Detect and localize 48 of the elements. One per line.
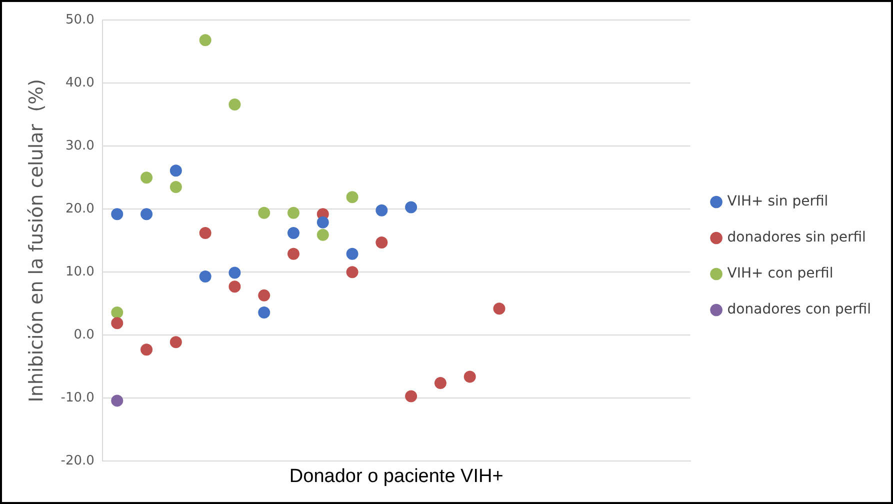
point [287, 227, 300, 240]
point [376, 236, 388, 248]
point [258, 289, 270, 302]
point [405, 390, 418, 402]
point [316, 228, 329, 241]
y-tick-label: 20.0 [65, 201, 94, 216]
legend-label: VIH+ sin perfil [727, 194, 828, 210]
point [111, 208, 124, 220]
point [199, 34, 212, 46]
point [493, 302, 506, 315]
point [405, 201, 418, 214]
point [228, 98, 241, 110]
legend-label: donadores sin perfil [727, 230, 866, 246]
y-tick-label: 10.0 [65, 264, 94, 280]
point [140, 208, 153, 220]
y-tick-label: -10.0 [60, 390, 94, 406]
point [316, 216, 329, 228]
point [258, 306, 270, 318]
point [199, 227, 212, 240]
y-tick-label: 30.0 [65, 138, 94, 154]
point [140, 344, 153, 356]
point [376, 204, 388, 216]
point [346, 248, 358, 260]
point [228, 280, 241, 293]
y-tick-label: 50.0 [65, 12, 94, 28]
point [228, 266, 241, 279]
y-axis-title: Inhibición en la fusión celular (%) [25, 78, 48, 402]
point [434, 377, 446, 390]
point [170, 164, 182, 177]
legend-label: donadores con perfil [727, 302, 872, 318]
point [170, 181, 182, 194]
point [287, 206, 300, 219]
point [111, 317, 124, 330]
point [111, 306, 124, 318]
point [170, 336, 182, 348]
point [464, 370, 476, 383]
point [199, 270, 212, 283]
legend-label: VIH+ con perfil [727, 266, 834, 282]
x-axis-title: Donador o paciente VIH+ [289, 466, 504, 487]
y-tick-label: -20.0 [60, 454, 94, 469]
y-tick-label: 40.0 [65, 75, 94, 90]
point [140, 172, 153, 184]
point [346, 266, 358, 278]
point [346, 191, 358, 204]
point [287, 248, 300, 260]
point [111, 394, 124, 407]
y-tick-label: 0.0 [74, 328, 94, 343]
point [258, 206, 270, 219]
